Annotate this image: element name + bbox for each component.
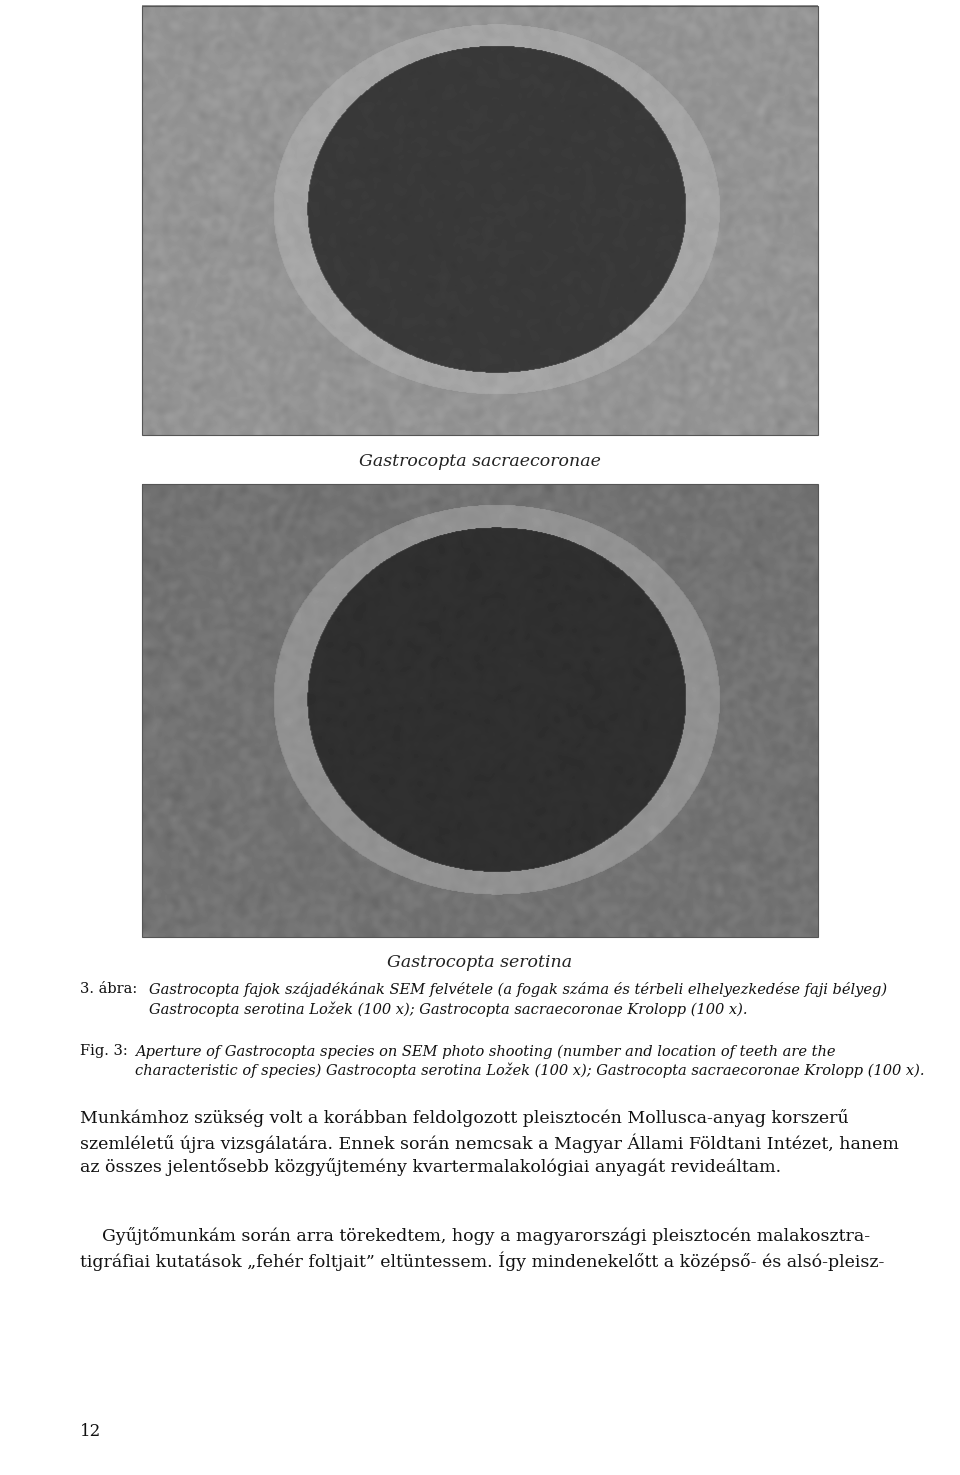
Text: Gastrocopta sacraecoronae: Gastrocopta sacraecoronae xyxy=(359,453,601,471)
Text: Aperture of Gastrocopta species on SEM photo shooting (number and location of te: Aperture of Gastrocopta species on SEM p… xyxy=(135,1044,924,1078)
Text: 3. ábra:: 3. ábra: xyxy=(80,982,146,996)
Text: Gyűjtőmunkám során arra törekedtem, hogy a magyarországi pleisztocén malakosztra: Gyűjtőmunkám során arra törekedtem, hogy… xyxy=(80,1227,884,1271)
Bar xyxy=(142,6,818,435)
Text: Fig. 3:: Fig. 3: xyxy=(80,1044,136,1058)
Text: Munkámhoz szükség volt a korábban feldolgozott pleisztocén Mollusca-anyag korsze: Munkámhoz szükség volt a korábban feldol… xyxy=(80,1109,899,1177)
Text: Gastrocopta fajok szájadékának SEM felvétele (a fogak száma és térbeli elhelyezk: Gastrocopta fajok szájadékának SEM felvé… xyxy=(149,982,887,1016)
Text: Gastrocopta serotina: Gastrocopta serotina xyxy=(388,954,572,972)
Text: 12: 12 xyxy=(80,1423,101,1441)
Bar xyxy=(142,484,818,937)
